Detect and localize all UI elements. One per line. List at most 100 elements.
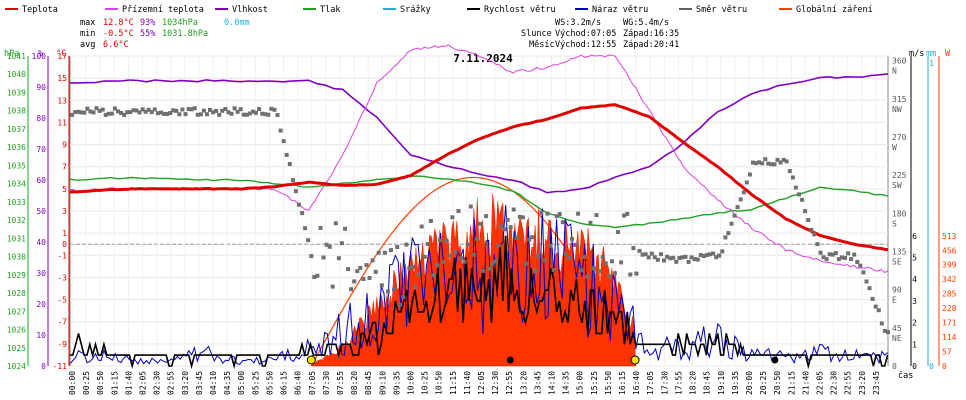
wind-dir-point — [873, 304, 878, 309]
axis-dir-tick-label: N — [892, 67, 897, 76]
info-wg: WG:5.4m/s — [623, 18, 669, 28]
time-tick: 18:45 — [703, 371, 712, 395]
axis-dir-tick: 180 — [892, 209, 907, 218]
wind-dir-point — [711, 251, 716, 256]
time-tick: 22:30 — [830, 371, 839, 395]
wind-dir-point — [336, 256, 341, 261]
wind-dir-point — [729, 221, 734, 226]
axis-pct-tick: 20 — [36, 300, 46, 309]
legend-item: Přízemní teplota — [122, 5, 204, 15]
wind-dir-point — [698, 253, 703, 257]
time-tick: 14:35 — [562, 371, 571, 395]
wind-dir-point — [671, 255, 676, 260]
wind-dir-point — [244, 112, 249, 117]
wind-dir-point — [131, 108, 136, 113]
axis-ms-tick: 6 — [912, 232, 917, 241]
wind-dir-point — [137, 110, 142, 115]
wind-dir-point — [591, 266, 596, 271]
wind-dir-point — [631, 246, 636, 251]
axis-degc-tick: 0 — [62, 240, 67, 249]
wind-dir-point — [886, 330, 890, 335]
wind-dir-point — [125, 110, 130, 115]
sunset-marker — [630, 355, 640, 365]
stat-min-temp: -0.5°C — [103, 29, 134, 39]
wind-dir-point — [625, 211, 630, 216]
wind-dir-point — [398, 302, 403, 307]
moonrise-marker — [506, 356, 514, 364]
axis-hpa-tick: 1032 — [7, 216, 26, 225]
axis-hpa-tick: 1024 — [7, 362, 26, 371]
wind-dir-point — [88, 109, 93, 114]
series-temperature — [69, 103, 889, 252]
wind-dir-point — [781, 157, 786, 162]
wind-dir-point — [312, 275, 317, 279]
stat-max-press: 1034hPa — [162, 18, 198, 28]
wind-dir-point — [217, 112, 222, 117]
axis-hpa-tick: 1040 — [7, 70, 26, 79]
axis-pct-tick: 100 — [32, 52, 47, 61]
time-tick: 22:55 — [844, 371, 853, 395]
axis-dir-tick-label: NW — [892, 105, 902, 114]
legend-item: Teplota — [22, 5, 58, 15]
axis-dir-tick-label: W — [892, 143, 897, 152]
wind-dir-point — [570, 236, 574, 241]
wind-dir-point — [79, 110, 84, 115]
time-tick: 02:05 — [139, 371, 148, 395]
wind-dir-point — [425, 242, 430, 246]
legend-item: Směr větru — [696, 5, 747, 15]
wind-dir-point — [134, 108, 139, 113]
wind-dir-point — [468, 204, 473, 209]
wind-dir-point — [392, 287, 397, 292]
wind-dir-point — [404, 242, 409, 247]
axis-degc-tick: 15 — [57, 74, 67, 83]
wind-dir-point — [582, 254, 587, 259]
wind-dir-point — [747, 172, 752, 177]
wind-dir-point — [355, 269, 360, 274]
time-tick: 06:15 — [280, 371, 289, 395]
axis-degc-tick: 17 — [57, 52, 67, 61]
wind-dir-point — [223, 107, 228, 111]
time-tick: 12:55 — [505, 371, 514, 395]
wind-dir-point — [735, 205, 740, 210]
wind-dir-point — [714, 255, 719, 260]
axis-mm-title: mm — [926, 49, 936, 59]
wind-dir-point — [171, 108, 176, 113]
wind-dir-point — [358, 265, 363, 270]
stat-avg-label: avg — [80, 40, 95, 50]
axis-degc-tick: 7 — [62, 163, 67, 172]
wind-dir-point — [579, 268, 584, 273]
wind-dir-point — [407, 266, 412, 271]
wind-dir-point — [818, 250, 823, 255]
wind-dir-point — [677, 256, 682, 260]
wind-dir-point — [809, 227, 814, 232]
wind-dir-point — [527, 237, 532, 242]
axis-degc-tick: -11 — [53, 362, 68, 371]
wind-dir-point — [649, 251, 654, 256]
wind-dir-point — [606, 274, 611, 279]
time-tick: 14:10 — [548, 371, 557, 395]
wind-dir-point — [797, 192, 801, 197]
wind-dir-point — [205, 112, 209, 117]
wind-dir-point — [330, 284, 335, 289]
wind-dir-point — [263, 112, 268, 117]
wind-dir-point — [438, 238, 443, 243]
wind-dir-point — [646, 255, 651, 260]
wind-dir-point — [612, 271, 617, 276]
time-tick: 17:55 — [674, 371, 683, 395]
wind-dir-point — [668, 256, 673, 261]
time-tick: 21:40 — [801, 371, 810, 395]
wind-dir-point — [839, 255, 844, 260]
time-tick: 10:25 — [421, 371, 430, 395]
wind-dir-point — [146, 107, 151, 112]
wind-dir-point — [717, 253, 722, 258]
axis-pct-tick: 90 — [36, 83, 46, 92]
axis-dir-tick: 45 — [892, 324, 902, 333]
wind-dir-point — [447, 253, 452, 258]
wind-dir-point — [622, 213, 627, 218]
axis-degc-tick: -1 — [57, 251, 67, 260]
time-tick: 04:35 — [223, 371, 232, 395]
time-tick: 20:25 — [759, 371, 768, 395]
wind-dir-point — [339, 241, 344, 246]
